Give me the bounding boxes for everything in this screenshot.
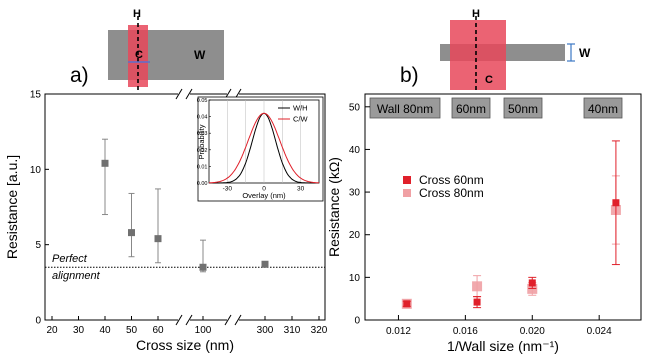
plot-a-y-ticks: 0 5 10 15 bbox=[30, 90, 49, 327]
x-tick-label: 0.012 bbox=[386, 326, 411, 337]
wall-box-80-label: Wall 80nm bbox=[377, 102, 433, 116]
y-tick-label: 10 bbox=[349, 273, 361, 284]
schematic-b-cross bbox=[450, 20, 506, 90]
legend-marker-cross-80 bbox=[403, 189, 411, 197]
wall-box-50 bbox=[503, 97, 543, 119]
inset-x-axis-label: Overlay (nm) bbox=[242, 191, 286, 200]
schematic-b-label-w: W bbox=[579, 46, 591, 60]
inset-y-tick-label: 0.02 bbox=[197, 148, 208, 154]
plot-b-y-ticks: 0 10 20 30 40 50 bbox=[349, 102, 370, 327]
schematic-a-wire bbox=[108, 30, 224, 80]
wall-box-60 bbox=[451, 97, 491, 119]
data-point bbox=[154, 235, 162, 243]
data-point-cross-60 bbox=[473, 298, 481, 306]
inset-x-tick-label: 30 bbox=[297, 186, 305, 193]
plot-a-x-ticks: 20 30 40 50 60 100 300 310 320 bbox=[46, 316, 328, 336]
schematic-a-label-h: H bbox=[133, 8, 141, 20]
x-tick-label: 60 bbox=[152, 325, 164, 336]
wall-size-boxes: Wall 80nm 60nm 50nm 40nm bbox=[369, 97, 623, 119]
data-point bbox=[261, 260, 269, 268]
plot-a-marks bbox=[45, 138, 325, 273]
x-tick-label: 0.020 bbox=[520, 326, 545, 337]
panel-a: H C W a) bbox=[4, 8, 328, 353]
y-tick-label: 10 bbox=[30, 165, 42, 176]
data-point bbox=[128, 229, 135, 237]
data-point-cross-60 bbox=[528, 279, 536, 287]
legend-marker-cross-60 bbox=[403, 176, 411, 184]
schematic-b-label-h: H bbox=[472, 8, 480, 20]
schematic-b: H C W bbox=[440, 8, 591, 90]
panel-b-label: b) bbox=[400, 64, 419, 87]
schematic-a-label-c: C bbox=[135, 49, 143, 61]
legend-label-cross-60: Cross 60nm bbox=[419, 173, 484, 187]
y-tick-label: 0 bbox=[354, 316, 360, 327]
inset-y-axis-label: Probability bbox=[197, 124, 206, 159]
plot-b-x-axis-label: 1/Wall size (nm⁻¹) bbox=[447, 338, 559, 354]
y-tick-label: 0 bbox=[35, 316, 41, 327]
inset-x-tick-label: -30 bbox=[223, 186, 233, 193]
plot-a-perfect-label: Perfect bbox=[52, 253, 88, 265]
schematic-a-cross bbox=[128, 25, 148, 87]
x-tick-label: 50 bbox=[126, 325, 138, 336]
inset-grid bbox=[227, 100, 301, 183]
plot-b-x-ticks: 0.012 0.016 0.020 0.024 bbox=[386, 315, 612, 337]
legend-label-cross-80: Cross 80nm bbox=[419, 186, 484, 200]
x-tick-label: 320 bbox=[311, 325, 328, 336]
data-point bbox=[199, 263, 207, 271]
inset-curve-cw bbox=[209, 112, 319, 184]
x-tick-label: 0.024 bbox=[587, 326, 612, 337]
y-tick-label: 40 bbox=[349, 145, 361, 156]
plot-a-inset: -30 0 30 0.00 0.01 0.02 0.03 0.04 0.05 Probabili… bbox=[197, 96, 324, 202]
x-tick-label: 300 bbox=[257, 325, 274, 336]
inset-curves bbox=[209, 112, 319, 184]
panel-b: H C W b) Wall 80nm 60nm 50nm 40nm 0.012 0… bbox=[326, 8, 642, 354]
y-tick-label: 30 bbox=[349, 188, 361, 199]
y-tick-label: 15 bbox=[30, 90, 42, 101]
schematic-a: H C W bbox=[108, 8, 224, 90]
inset-legend: W/H C/W bbox=[278, 104, 309, 124]
schematic-b-label-c: C bbox=[485, 74, 493, 86]
inset-x-tick-label: 0 bbox=[262, 186, 266, 193]
inset-legend-cw: C/W bbox=[293, 115, 309, 124]
inset-y-tick-label: 0.01 bbox=[197, 164, 208, 170]
y-tick-label: 20 bbox=[349, 230, 361, 241]
x-tick-label: 40 bbox=[99, 325, 111, 336]
plot-b-y-axis-label: Resistance (kΩ) bbox=[326, 157, 342, 257]
wall-box-40-label: 40nm bbox=[588, 102, 618, 116]
wall-box-50-label: 50nm bbox=[508, 102, 538, 116]
plot-b-marks bbox=[401, 140, 621, 309]
plot-a-alignment-label: alignment bbox=[52, 270, 101, 282]
plot-a-frame bbox=[44, 88, 326, 326]
wall-box-60-label: 60nm bbox=[456, 102, 486, 116]
plot-a-y-axis-label: Resistance [a.u.] bbox=[4, 155, 20, 259]
x-tick-label: 20 bbox=[46, 325, 58, 336]
data-point-cross-60 bbox=[403, 300, 411, 308]
data-point-cross-80 bbox=[472, 281, 483, 292]
inset-y-tick-label: 0.05 bbox=[197, 98, 208, 104]
plot-b-box bbox=[364, 93, 642, 321]
inset-y-tick-label: 0.04 bbox=[197, 115, 208, 121]
panel-a-label: a) bbox=[70, 64, 89, 87]
x-tick-label: 310 bbox=[284, 325, 301, 336]
plot-a-x-axis-label: Cross size (nm) bbox=[136, 337, 234, 353]
inset-y-tick-label: 0.00 bbox=[197, 181, 208, 187]
y-tick-label: 50 bbox=[349, 102, 361, 113]
inset-y-tick-label: 0.03 bbox=[197, 131, 208, 137]
wall-box-80 bbox=[369, 97, 441, 119]
wall-box-40 bbox=[583, 97, 623, 119]
data-point bbox=[101, 159, 109, 167]
data-point-cross-60 bbox=[612, 199, 620, 207]
x-tick-label: 30 bbox=[73, 325, 85, 336]
schematic-a-label-w: W bbox=[194, 48, 206, 62]
x-tick-label: 0.016 bbox=[453, 326, 478, 337]
inset-legend-wh: W/H bbox=[293, 104, 308, 113]
plot-a-axis-break-1 bbox=[175, 88, 193, 326]
y-tick-label: 5 bbox=[35, 240, 41, 251]
x-tick-label: 100 bbox=[195, 325, 212, 336]
plot-b-legend: Cross 60nm Cross 80nm bbox=[403, 173, 484, 200]
inset-ticks: -30 0 30 0.00 0.01 0.02 0.03 0.04 0.05 bbox=[197, 98, 305, 193]
